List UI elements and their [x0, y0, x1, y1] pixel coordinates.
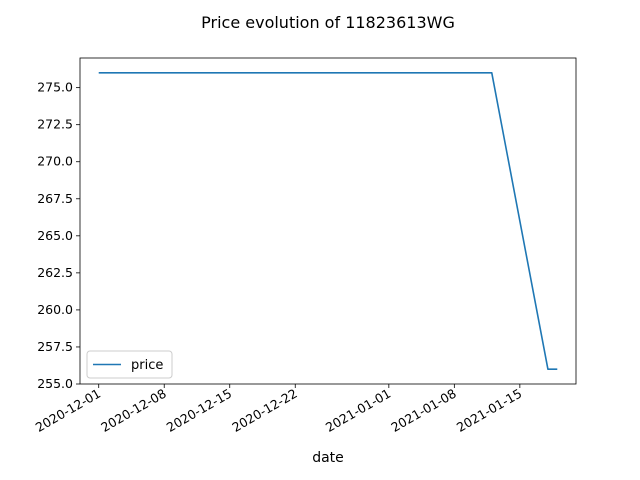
x-tick-label: 2020-12-22: [229, 386, 299, 435]
legend-box: [86, 350, 173, 379]
x-tick-label: 2020-12-08: [98, 386, 168, 435]
chart-title: Price evolution of 11823613WG: [201, 13, 455, 32]
y-tick-label: 255.0: [37, 376, 73, 391]
series-line-price: [98, 72, 558, 370]
x-tick-label: 2021-01-15: [454, 386, 524, 435]
axes-frame: [79, 57, 577, 385]
y-tick-label: 262.5: [37, 265, 73, 280]
y-tick-label: 257.5: [37, 339, 73, 354]
x-tick-label: 2020-12-15: [164, 386, 234, 435]
y-tick-label: 265.0: [37, 228, 73, 243]
x-tick-label: 2020-12-01: [33, 386, 103, 435]
x-axis-label: date: [312, 450, 344, 466]
y-tick-label: 270.0: [37, 154, 73, 169]
y-tick-label: 272.5: [37, 117, 73, 132]
legend-label: price: [131, 358, 163, 373]
plot-area: 255.0 257.5 260.0 262.5 265.0 267.5 270.0 272.5…: [33, 57, 577, 435]
x-tick-label: 2021-01-08: [388, 386, 458, 435]
y-tick-label: 260.0: [37, 302, 73, 317]
y-tick-label: 267.5: [37, 191, 73, 206]
y-tick-label: 275.0: [37, 80, 73, 95]
x-tick-label: 2021-01-01: [323, 386, 393, 435]
